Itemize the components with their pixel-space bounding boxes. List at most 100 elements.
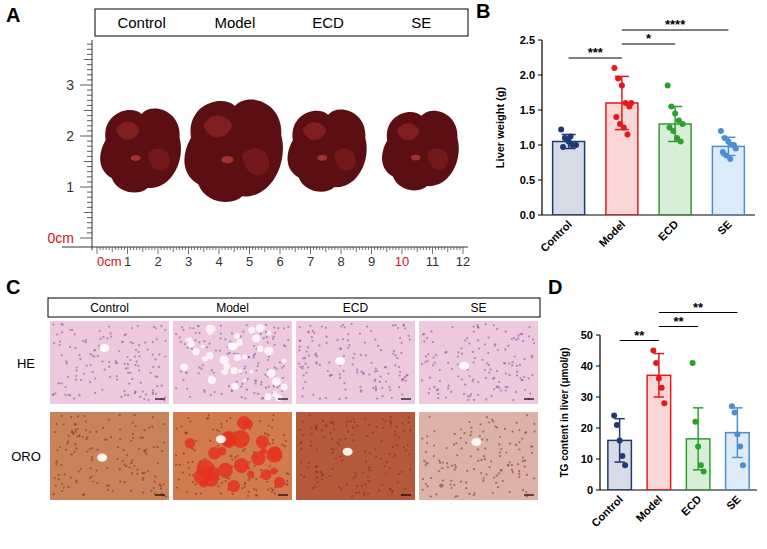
nucleus: [524, 358, 526, 360]
nucleus: [339, 377, 341, 379]
nucleus: [466, 470, 468, 472]
nucleus: [165, 495, 167, 497]
error-bar: [732, 408, 742, 458]
nucleus: [308, 331, 310, 333]
nucleus: [102, 427, 104, 429]
nucleus: [115, 362, 117, 364]
nucleus: [425, 355, 427, 357]
nucleus: [473, 326, 475, 328]
nucleus: [182, 471, 184, 473]
nucleus: [385, 381, 387, 383]
nucleus: [189, 396, 191, 398]
nucleus: [302, 357, 304, 359]
nucleus: [150, 490, 152, 492]
nucleus: [228, 478, 230, 480]
ruler-tick: [402, 247, 403, 254]
nucleus: [435, 493, 437, 495]
nucleus: [447, 466, 449, 468]
nucleus: [69, 346, 71, 348]
ruler-tick: [87, 192, 92, 193]
nucleus: [254, 465, 256, 467]
nucleus: [244, 483, 246, 485]
ruler-tick: [127, 247, 128, 254]
nucleus: [271, 426, 273, 428]
tissue: [173, 321, 292, 404]
nucleus: [274, 332, 276, 334]
nucleus: [130, 440, 132, 442]
nucleus: [91, 354, 93, 356]
nucleus: [127, 372, 129, 374]
nucleus: [353, 421, 355, 423]
ruler-tick: [368, 247, 369, 250]
liver-highlight: [116, 122, 140, 140]
nucleus: [200, 368, 202, 370]
nucleus: [76, 436, 78, 438]
nucleus: [423, 340, 425, 342]
liver-lobe: [382, 111, 459, 191]
nucleus: [303, 374, 305, 376]
nucleus: [165, 340, 167, 342]
nucleus: [260, 333, 262, 335]
nucleus: [522, 340, 524, 342]
nucleus: [426, 442, 428, 444]
ruler-tick: [295, 247, 296, 252]
liver-vessel: [411, 155, 421, 161]
panel-letter: A: [6, 4, 20, 26]
nucleus: [287, 473, 289, 475]
ruler-tick: [87, 141, 92, 142]
lipid-droplet: [274, 477, 285, 488]
ruler-tick: [273, 247, 274, 250]
ruler-tick: [80, 85, 92, 86]
nucleus: [433, 455, 435, 457]
nucleus: [525, 491, 527, 493]
data-point: [695, 444, 701, 450]
nucleus: [515, 444, 517, 446]
nucleus: [480, 459, 482, 461]
nucleus: [453, 444, 455, 446]
nucleus: [519, 364, 521, 366]
nucleus: [391, 397, 393, 399]
nucleus: [315, 362, 317, 364]
nucleus: [528, 326, 530, 328]
nucleus: [86, 450, 88, 452]
nucleus: [496, 328, 498, 330]
liver: [382, 111, 459, 191]
nucleus: [155, 375, 157, 377]
nucleus: [385, 473, 387, 475]
nucleus: [435, 354, 437, 356]
nucleus: [466, 337, 468, 339]
nucleus: [374, 338, 376, 340]
histology-image: [296, 412, 415, 500]
ruler-tick: [87, 207, 92, 208]
nucleus: [364, 450, 366, 452]
nucleus: [445, 447, 447, 449]
nucleus: [268, 434, 270, 436]
ruler-tick: [319, 247, 320, 250]
ruler-label: 11: [426, 254, 440, 269]
ruler-tick: [298, 247, 299, 250]
nucleus: [61, 323, 63, 325]
vacuole: [267, 331, 272, 336]
nucleus: [145, 453, 147, 455]
nucleus: [67, 376, 69, 378]
nucleus: [451, 487, 453, 489]
nucleus: [65, 449, 67, 451]
nucleus: [312, 330, 314, 332]
ruler-tick: [255, 247, 256, 250]
ruler-tick: [145, 247, 146, 250]
ruler-tick: [87, 171, 92, 172]
nucleus: [301, 395, 303, 397]
nucleus: [266, 481, 268, 483]
nucleus: [255, 478, 257, 480]
data-point: [613, 114, 619, 120]
ruler-tick: [371, 247, 372, 254]
nucleus: [455, 442, 457, 444]
nucleus: [132, 422, 134, 424]
nucleus: [482, 477, 484, 479]
nucleus: [506, 386, 508, 388]
vacuole: [223, 363, 230, 370]
nucleus: [311, 433, 313, 435]
nucleus: [447, 362, 449, 364]
nucleus: [353, 353, 355, 355]
nucleus: [394, 431, 396, 433]
